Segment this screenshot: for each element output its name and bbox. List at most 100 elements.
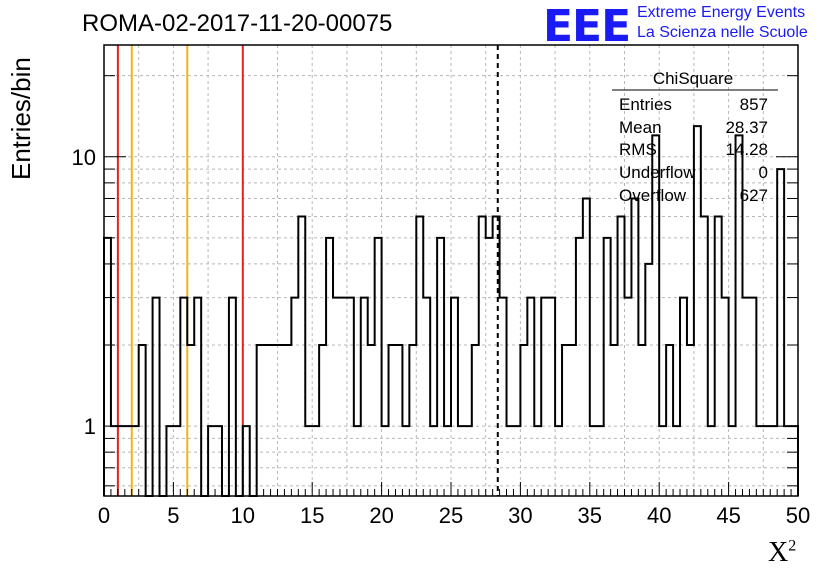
grid bbox=[104, 45, 798, 496]
histogram-series bbox=[103, 125, 799, 497]
histogram-bin bbox=[368, 345, 375, 496]
histogram-bin bbox=[611, 345, 618, 496]
histogram-bin bbox=[520, 345, 527, 496]
histogram-bin bbox=[742, 298, 749, 496]
histogram-bin bbox=[527, 298, 534, 496]
histogram-bin bbox=[257, 345, 264, 496]
x-tick-label: 40 bbox=[647, 503, 671, 528]
stats-title: ChiSquare bbox=[653, 69, 733, 88]
histogram-bin bbox=[590, 426, 597, 496]
histogram-bin bbox=[437, 238, 444, 496]
histogram-bin bbox=[118, 426, 125, 496]
x-axis-label: X2 bbox=[768, 537, 797, 568]
histogram-bin bbox=[645, 264, 652, 496]
histogram-bin bbox=[208, 426, 215, 496]
x-tick-label: 15 bbox=[300, 503, 324, 528]
histogram-bin bbox=[375, 238, 382, 496]
histogram-bin bbox=[749, 298, 756, 496]
histogram-bin bbox=[659, 426, 666, 496]
histogram-bin bbox=[361, 298, 368, 496]
histogram-bin bbox=[139, 345, 146, 496]
histogram-bin bbox=[604, 238, 611, 496]
histogram-bin bbox=[500, 298, 507, 496]
histogram-bin bbox=[166, 426, 173, 496]
histogram-bin bbox=[507, 426, 514, 496]
x-tick-label: 50 bbox=[786, 503, 810, 528]
histogram-bin bbox=[402, 426, 409, 496]
histogram-bin bbox=[770, 426, 777, 496]
histogram-bin bbox=[347, 298, 354, 496]
logo-line-1: Extreme Energy Events bbox=[637, 4, 806, 21]
histogram-bin bbox=[763, 426, 770, 496]
stats-box: ChiSquare Entries 857 Mean 28.37 RMS 14.… bbox=[612, 69, 778, 205]
histogram-bin bbox=[125, 426, 132, 496]
histogram-bin bbox=[493, 217, 500, 496]
x-tick-label: 35 bbox=[578, 503, 602, 528]
histogram-bin bbox=[548, 298, 555, 496]
reference-lines bbox=[116, 45, 499, 496]
histogram-bin bbox=[715, 217, 722, 496]
stats-label-underflow: Underflow bbox=[619, 163, 696, 182]
chart-title: ROMA-02-2017-11-20-00075 bbox=[82, 10, 393, 37]
histogram-bin bbox=[278, 345, 285, 496]
histogram-bin bbox=[173, 426, 180, 496]
histogram-bin bbox=[333, 298, 340, 496]
histogram-bin bbox=[430, 426, 437, 496]
histogram-bin bbox=[326, 238, 333, 496]
histogram-bin bbox=[680, 298, 687, 496]
histogram-bin bbox=[382, 426, 389, 496]
stats-value-overflow: 627 bbox=[740, 186, 768, 205]
x-tick-label: 45 bbox=[716, 503, 740, 528]
y-tick-label: 10 bbox=[72, 145, 96, 170]
histogram-bin bbox=[340, 298, 347, 496]
histogram-bin bbox=[597, 426, 604, 496]
histogram-bin bbox=[513, 426, 520, 496]
histogram-bin bbox=[666, 345, 673, 496]
x-tick-label: 30 bbox=[508, 503, 532, 528]
eee-logo: EEE bbox=[543, 1, 631, 52]
histogram-bin bbox=[687, 345, 694, 496]
stats-value-rms: 14.28 bbox=[725, 140, 768, 159]
histogram-bin bbox=[638, 345, 645, 496]
histogram-bin bbox=[701, 217, 708, 496]
histogram-bin bbox=[576, 238, 583, 496]
histogram-bin bbox=[305, 426, 312, 496]
histogram-bin bbox=[534, 426, 541, 496]
histogram-bin bbox=[153, 298, 160, 496]
histogram-bin bbox=[395, 345, 402, 496]
histogram-bin bbox=[625, 298, 632, 496]
x-tick-label: 5 bbox=[167, 503, 179, 528]
histogram-bin bbox=[451, 298, 458, 496]
histogram-bin bbox=[465, 426, 472, 496]
histogram-bin bbox=[562, 345, 569, 496]
histogram-bin bbox=[284, 345, 291, 496]
histogram-bin bbox=[215, 426, 222, 496]
histogram-bin bbox=[312, 426, 319, 496]
logo-line-2: La Scienza nelle Scuole bbox=[637, 24, 808, 41]
histogram-bin bbox=[243, 426, 250, 496]
x-tick-label: 10 bbox=[231, 503, 255, 528]
histogram-bin bbox=[194, 298, 201, 496]
histogram-bin bbox=[187, 345, 194, 496]
histogram-bin bbox=[423, 298, 430, 496]
histogram-bin bbox=[416, 217, 423, 496]
histogram-bin bbox=[472, 345, 479, 496]
histogram-bin bbox=[389, 345, 396, 496]
histogram-bin bbox=[132, 426, 139, 496]
histogram-outline bbox=[103, 125, 799, 497]
histogram-bin bbox=[708, 426, 715, 496]
histogram-bin bbox=[298, 217, 305, 496]
stats-value-entries: 857 bbox=[740, 95, 768, 114]
stats-value-underflow: 0 bbox=[759, 163, 768, 182]
x-tick-label: 20 bbox=[369, 503, 393, 528]
y-tick-label: 1 bbox=[84, 414, 96, 439]
histogram-bin bbox=[458, 426, 465, 496]
histogram-bin bbox=[756, 426, 763, 496]
stats-value-mean: 28.37 bbox=[725, 118, 768, 137]
histogram-bin bbox=[541, 298, 548, 496]
histogram-bin bbox=[486, 238, 493, 496]
histogram-bin bbox=[229, 298, 236, 496]
stats-label-entries: Entries bbox=[619, 95, 672, 114]
histogram-bin bbox=[618, 217, 625, 496]
